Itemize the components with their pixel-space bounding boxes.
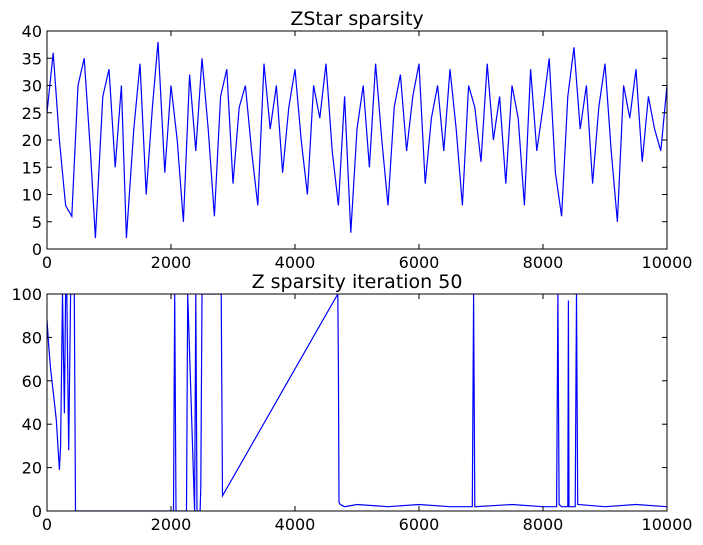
x-tick-label: 4000 [275, 515, 316, 534]
y-tick-label: 40 [22, 415, 42, 434]
x-tick-label: 10000 [642, 253, 693, 272]
x-tick-label: 6000 [399, 253, 440, 272]
x-tick-label: 0 [42, 253, 52, 272]
x-tick-label: 8000 [523, 515, 564, 534]
x-tick-label: 6000 [399, 515, 440, 534]
y-tick-label: 20 [22, 459, 42, 478]
x-tick-label: 2000 [151, 515, 192, 534]
bottom-axes-z-sparsity: 0 2000 4000 6000 8000 10000 0 20 40 60 80 100 Z spar… [11, 271, 692, 534]
x-tick-label: 8000 [523, 253, 564, 272]
y-tick-label: 20 [22, 131, 42, 150]
chart-title: Z sparsity iteration 50 [252, 271, 463, 293]
y-tick-label: 60 [22, 372, 42, 391]
y-tick-label: 0 [32, 502, 42, 521]
x-tick-label: 0 [42, 515, 52, 534]
y-tick-label: 10 [22, 186, 42, 205]
x-tick-label: 4000 [275, 253, 316, 272]
y-tick-label: 80 [22, 328, 42, 347]
y-tick-label: 30 [22, 77, 42, 96]
y-tick-label: 35 [22, 49, 42, 68]
y-tick-label: 100 [11, 285, 42, 304]
y-tick-label: 40 [22, 22, 42, 41]
y-tick-label: 25 [22, 104, 42, 123]
series-line-1-0 [47, 294, 667, 511]
top-axes-zstar-sparsity: 0 2000 4000 6000 8000 10000 0 5 10 15 20 25 30 35 40 ZS… [22, 8, 693, 272]
y-tick-label: 5 [32, 213, 42, 232]
y-tick-label: 15 [22, 158, 42, 177]
x-tick-label: 10000 [642, 515, 693, 534]
x-tick-label: 2000 [151, 253, 192, 272]
plot-frame [46, 293, 668, 512]
y-tick-label: 0 [32, 240, 42, 259]
chart-title: ZStar sparsity [290, 8, 423, 30]
series-line-0-0 [47, 41, 667, 239]
